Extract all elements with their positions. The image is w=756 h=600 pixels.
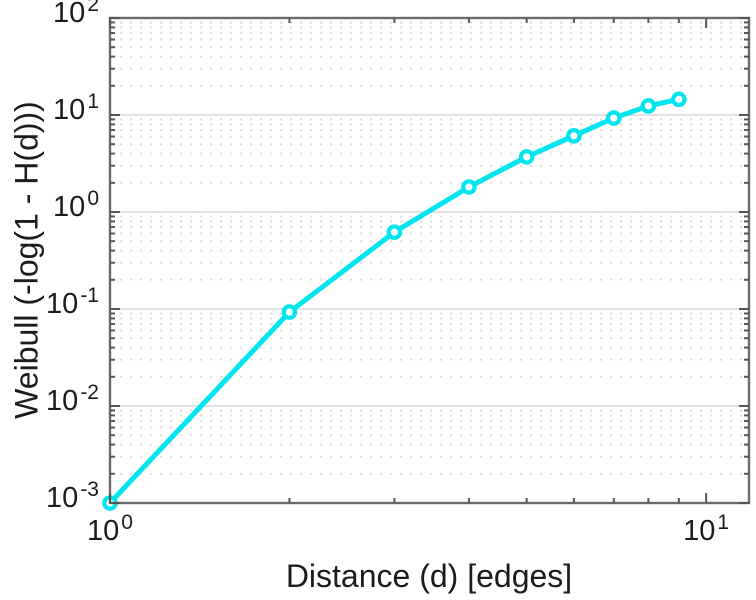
tick-exponent: 0 <box>121 511 133 534</box>
tick-exponent: 0 <box>87 187 99 210</box>
y-tick-label: 102 <box>0 0 99 32</box>
tick-base: 10 <box>46 482 79 514</box>
tick-base: 10 <box>46 288 79 320</box>
data-marker <box>461 179 477 195</box>
tick-exponent: -2 <box>80 381 99 404</box>
y-tick-label: 10-3 <box>0 478 99 517</box>
tick-base: 10 <box>53 94 86 126</box>
tick-base: 10 <box>87 515 120 547</box>
tick-exponent: 2 <box>87 0 99 16</box>
y-tick-label: 10-2 <box>0 381 99 420</box>
x-tick-label: 100 <box>40 511 180 550</box>
data-marker <box>640 98 657 114</box>
tick-exponent: -3 <box>80 478 99 501</box>
y-axis-label: Weibull (-log(1 - H(d))) <box>8 101 45 419</box>
tick-base: 10 <box>46 385 79 417</box>
data-line <box>107 96 682 506</box>
tick-exponent: 1 <box>717 511 730 534</box>
data-marker <box>281 304 298 320</box>
data-marker <box>518 149 535 165</box>
tick-exponent: 1 <box>87 90 99 113</box>
x-axis-label: Distance (d) [edges] <box>285 558 573 594</box>
data-marker <box>566 128 582 144</box>
x-tick-label: 101 <box>636 511 756 550</box>
y-tick-label: 100 <box>0 187 99 226</box>
y-tick-label: 101 <box>0 90 99 129</box>
tick-base: 10 <box>683 515 716 547</box>
data-marker <box>671 91 687 108</box>
axes-box <box>108 16 751 505</box>
data-marker <box>606 110 622 126</box>
tick-exponent: -1 <box>80 284 99 307</box>
tick-base: 10 <box>53 0 86 29</box>
data-marker <box>386 224 403 240</box>
tick-base: 10 <box>53 191 86 223</box>
y-tick-label: 10-1 <box>0 284 99 323</box>
